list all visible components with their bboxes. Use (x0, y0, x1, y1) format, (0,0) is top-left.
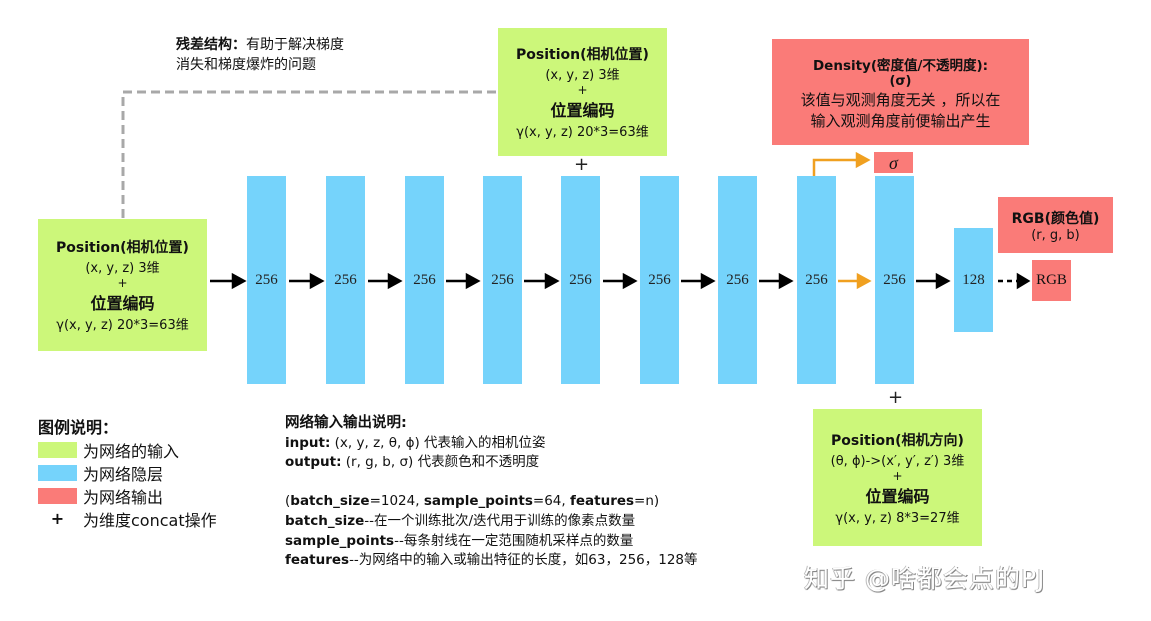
layer-size: 256 (805, 271, 828, 288)
batch-size-key: batch_size (285, 512, 365, 529)
input-position-plus: + (117, 276, 128, 290)
hidden-layer-4: 256 (483, 176, 522, 384)
density-desc-line1: 该值与观测角度无关 ，所以在 (800, 90, 1001, 109)
legend-label: 为网络输出 (83, 487, 164, 507)
concat-plus-skip: + (574, 154, 590, 175)
skip-position-plus: + (577, 83, 588, 97)
legend-swatch-input (38, 441, 77, 458)
orange-arrows (812, 151, 872, 290)
skip-position-dims: (x, y, z) 3维 (545, 68, 620, 83)
input-position-title: Position(相机位置) (56, 240, 189, 256)
skip-position-box: Position(相机位置) (x, y, z) 3维 + 位置编码 γ(x, … (498, 28, 667, 156)
rgb-dashed-arrow (998, 272, 1031, 290)
plus-icon: + (50, 509, 65, 528)
rgb-output: RGB (1032, 260, 1071, 301)
residual-note: 残差结构：有助于解决梯度 消失和梯度爆炸的问题 (176, 35, 476, 75)
legend-item-hidden: 为网络隐层 (38, 461, 217, 484)
layer-size: 256 (334, 271, 357, 288)
hidden-layer-10: 128 (954, 228, 993, 332)
direction-encoding-title: 位置编码 (865, 486, 930, 506)
concat-plus-direction: + (888, 387, 904, 408)
io-title: 网络输入输出说明: (285, 415, 407, 431)
input-key: input: (285, 434, 331, 451)
params-line: (batch_size=1024, sample_points=64, feat… (285, 493, 660, 510)
layer-size: 256 (648, 271, 671, 288)
sample-points-desc: --每条射线在一定范围随机采样点的数量 (394, 532, 634, 549)
hidden-layer-5: 256 (561, 176, 600, 384)
hidden-layer-7: 256 (718, 176, 757, 384)
density-symbol: (σ) (889, 73, 912, 89)
layer-size: 256 (726, 271, 749, 288)
batch-size-desc: --在一个训练批次/迭代用于训练的像素点数量 (364, 512, 636, 529)
layer-size: 128 (962, 271, 985, 288)
direction-position-title: Position(相机方向) (831, 432, 964, 449)
sigma-output: σ (874, 152, 913, 173)
legend-title: 图例说明： (38, 418, 119, 437)
layer-size: 256 (255, 271, 278, 288)
layer-size: 256 (413, 271, 436, 288)
direction-position-box: Position(相机方向) (θ, ϕ)->(x′, y′, z′) 3维 +… (813, 409, 982, 546)
density-info-box: Density(密度值/不透明度): (σ) 该值与观测角度无关 ，所以在 输入… (772, 39, 1029, 145)
legend-label: 为维度concat操作 (83, 510, 217, 530)
watermark: 知乎 @啥都会点的PJ (804, 564, 1046, 593)
input-position-box: Position(相机位置) (x, y, z) 3维 + 位置编码 γ(x, … (38, 219, 207, 351)
layer-size: 256 (569, 271, 592, 288)
input-position-dims: (x, y, z) 3维 (85, 261, 160, 276)
hidden-layer-6: 256 (640, 176, 679, 384)
rgb-info-dims: (r, g, b) (1031, 227, 1080, 243)
legend-swatch-hidden (38, 464, 77, 481)
io-description: 网络输入输出说明: input: (x, y, z, θ, ϕ) 代表输入的相机… (285, 414, 698, 571)
input-encoding-dims: γ(x, y, z) 20*3=63维 (56, 318, 189, 333)
residual-note-title: 残差结构： (176, 37, 246, 53)
forward-arrows (210, 272, 951, 290)
features-key: features (285, 552, 350, 569)
sample-points-key: sample_points (285, 532, 395, 549)
legend-label: 为网络的输入 (83, 441, 180, 461)
input-value: (x, y, z, θ, ϕ) 代表输入的相机位姿 (330, 434, 546, 451)
output-value: (r, g, b, σ) 代表颜色和不透明度 (341, 454, 540, 471)
direction-position-plus: + (892, 468, 903, 483)
legend-item-output: 为网络输出 (38, 484, 217, 507)
skip-position-title: Position(相机位置) (516, 47, 649, 63)
hidden-layer-2: 256 (326, 176, 365, 384)
hidden-layer-9: 256 (875, 176, 914, 384)
residual-note-text: 有助于解决梯度 (246, 37, 344, 53)
density-desc-line2: 输入观测角度前便输出产生 (810, 111, 991, 130)
residual-note-line2: 消失和梯度爆炸的问题 (176, 57, 316, 73)
output-key: output: (285, 454, 342, 471)
rgb-info-title: RGB(颜色值) (1011, 210, 1100, 227)
rgb-info-box: RGB(颜色值) (r, g, b) (998, 197, 1113, 253)
hidden-layer-3: 256 (405, 176, 444, 384)
layer-size: 256 (883, 271, 906, 288)
direction-encoding-dims: γ(x, y, z) 8*3=27维 (835, 510, 960, 526)
input-encoding-title: 位置编码 (90, 294, 155, 313)
legend-item-input: 为网络的输入 (38, 438, 217, 461)
features-desc: --为网络中的输入或输出特征的长度，如63，256，128等 (349, 552, 698, 569)
skip-encoding-dims: γ(x, y, z) 20*3=63维 (516, 125, 649, 140)
legend-item-concat: + 为维度concat操作 (38, 507, 217, 530)
layer-size: 256 (491, 271, 514, 288)
legend-label: 为网络隐层 (83, 464, 164, 484)
hidden-layer-1: 256 (247, 176, 286, 384)
density-title: Density(密度值/不透明度): (812, 57, 989, 74)
rgb-output-label: RGB (1036, 272, 1067, 288)
skip-encoding-title: 位置编码 (550, 101, 615, 120)
direction-position-dims: (θ, ϕ)->(x′, y′, z′) 3维 (830, 453, 965, 469)
legend-swatch-output (38, 487, 77, 504)
sigma-label: σ (889, 152, 898, 173)
legend: 图例说明： 为网络的输入 为网络隐层 为网络输出 + 为维度concat操作 (38, 414, 217, 530)
hidden-layer-8: 256 (797, 176, 836, 384)
